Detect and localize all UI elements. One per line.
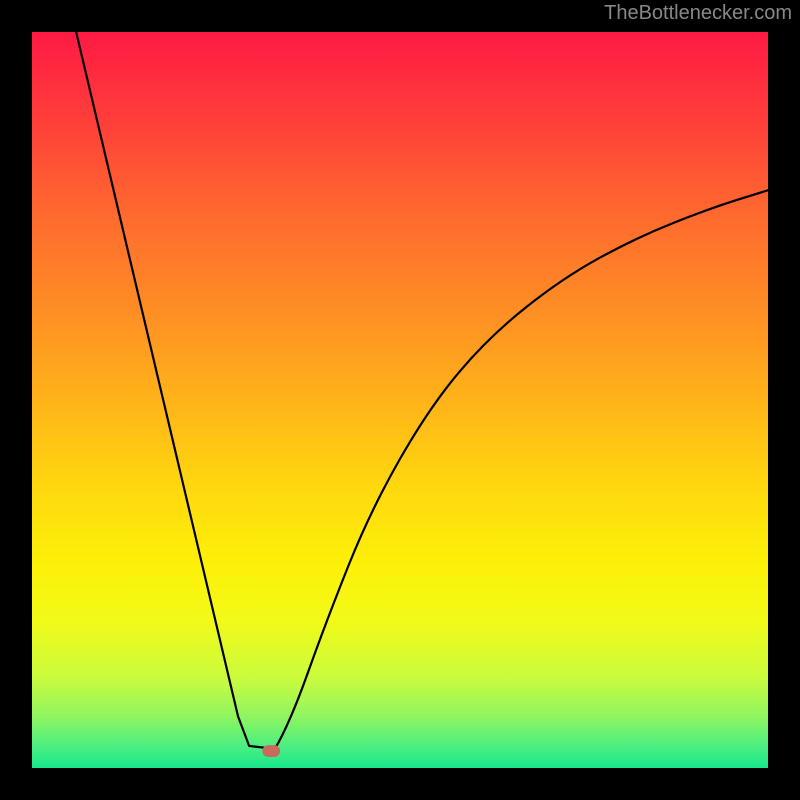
frame-bottom — [0, 768, 800, 800]
frame-left — [0, 0, 32, 800]
watermark-text: TheBottlenecker.com — [604, 2, 792, 25]
gradient-background — [32, 32, 768, 768]
frame-right — [768, 0, 800, 800]
chart-svg — [32, 32, 768, 768]
valley-marker — [262, 745, 280, 757]
plot-area — [32, 32, 768, 768]
